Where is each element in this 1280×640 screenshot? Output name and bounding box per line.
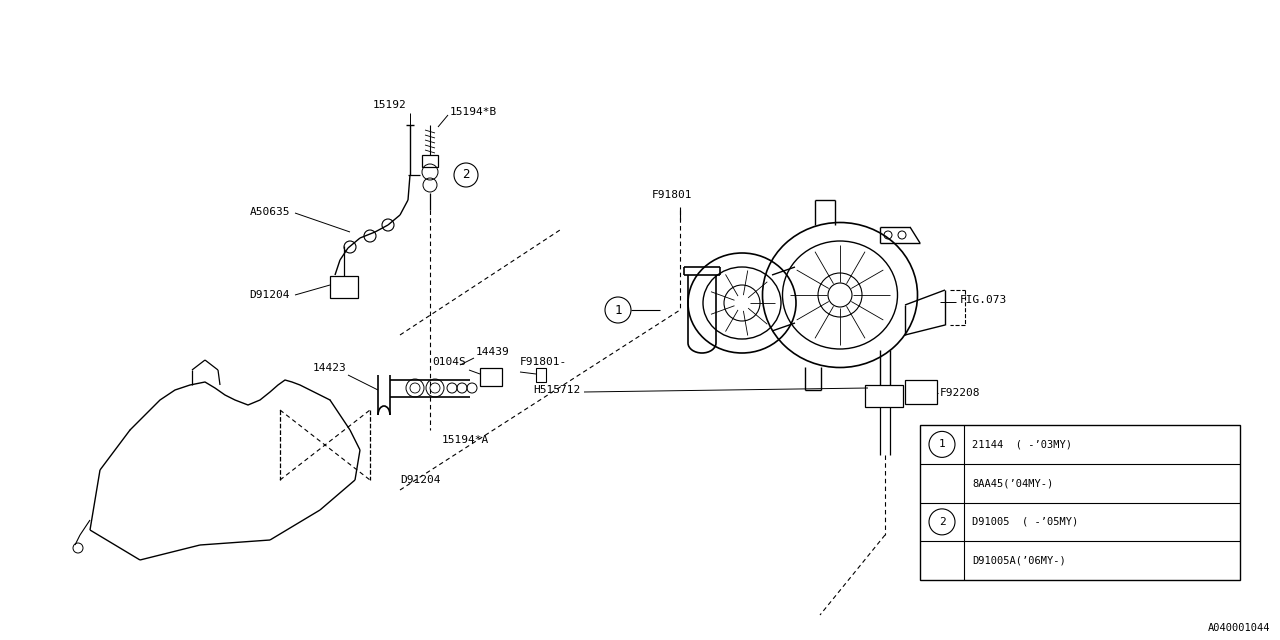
Bar	[480, 368, 502, 386]
Text: D91005A(’06MY-): D91005A(’06MY-)	[972, 556, 1066, 566]
Text: 1: 1	[938, 440, 946, 449]
Text: 1: 1	[614, 303, 622, 317]
Bar	[865, 385, 902, 407]
Text: 15194*A: 15194*A	[442, 435, 489, 445]
Text: F91801: F91801	[652, 190, 692, 200]
Text: 15192: 15192	[374, 100, 407, 110]
Text: D91204: D91204	[399, 475, 440, 485]
Bar	[920, 425, 1240, 580]
Text: 8AA45(’04MY-): 8AA45(’04MY-)	[972, 478, 1053, 488]
Text: 2: 2	[462, 168, 470, 182]
Text: A50635: A50635	[250, 207, 291, 217]
Text: 14423: 14423	[312, 363, 346, 373]
Text: 15194*B: 15194*B	[451, 107, 497, 117]
Text: 0104S: 0104S	[433, 357, 466, 367]
Text: 2: 2	[938, 517, 946, 527]
Text: F91801-: F91801-	[520, 357, 567, 367]
Text: D91005  ( -’05MY): D91005 ( -’05MY)	[972, 517, 1078, 527]
Bar	[905, 380, 937, 404]
Text: 21144  ( -’03MY): 21144 ( -’03MY)	[972, 440, 1073, 449]
Text: H515712: H515712	[532, 385, 580, 395]
Text: D91204: D91204	[250, 290, 291, 300]
Bar	[330, 276, 358, 298]
Text: A040001044: A040001044	[1207, 623, 1270, 633]
Text: 14439: 14439	[476, 347, 509, 357]
Text: FIG.073: FIG.073	[960, 295, 1007, 305]
Bar	[536, 368, 547, 382]
Bar	[422, 155, 438, 167]
Text: F92208: F92208	[940, 388, 980, 398]
